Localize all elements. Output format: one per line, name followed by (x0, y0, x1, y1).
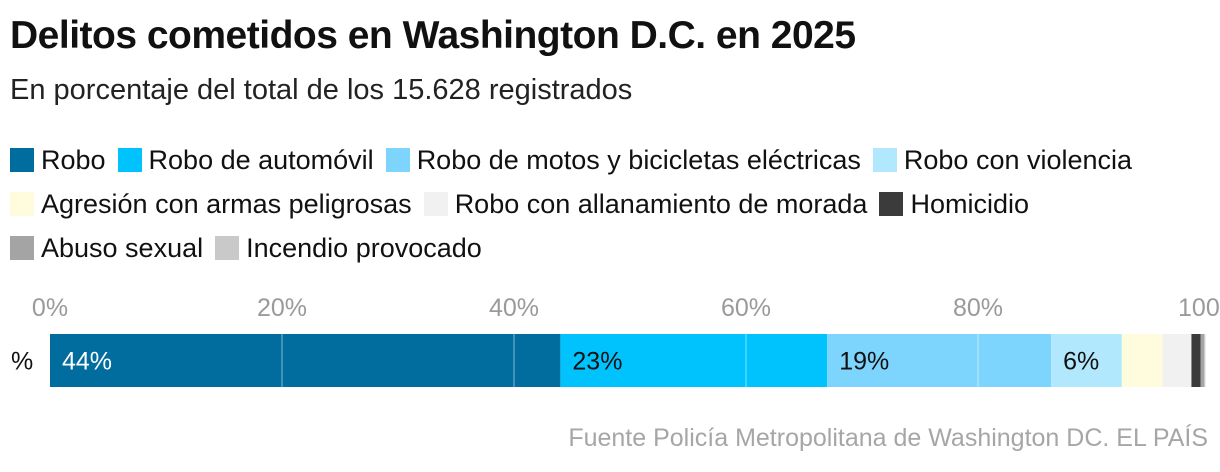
x-tick-label: 80% (953, 294, 1003, 322)
legend-item: Robo con allanamiento de morada (423, 182, 868, 226)
category-label: % (11, 348, 33, 376)
legend-label: Robo de motos y bicicletas eléctricas (416, 145, 861, 175)
legend-item: Robo (10, 138, 106, 182)
legend: Robo Robo de automóvil Robo de motos y bic… (10, 138, 1210, 270)
legend-item: Incendio provocado (215, 226, 482, 270)
legend-item: Robo de automóvil (117, 138, 374, 182)
data-label: 19% (839, 348, 889, 376)
legend-item: Robo de motos y bicicletas eléctricas (385, 138, 861, 182)
legend-label: Incendio provocado (246, 233, 482, 263)
legend-swatch (423, 192, 448, 216)
legend-label: Robo con allanamiento de morada (454, 189, 868, 219)
data-label: 6% (1063, 348, 1099, 376)
bar-segment (560, 334, 828, 387)
legend-label: Homicidio (910, 189, 1029, 219)
legend-label: Abuso sexual (41, 233, 204, 263)
bar-segment (50, 334, 561, 387)
legend-swatch (215, 236, 240, 260)
legend-swatch (385, 148, 410, 172)
legend-swatch (879, 192, 904, 216)
legend-swatch (117, 148, 142, 172)
data-label: 44% (62, 348, 112, 376)
legend-swatch (872, 148, 897, 172)
legend-label: Robo de automóvil (148, 145, 374, 175)
x-tick-label: 20% (257, 294, 307, 322)
source-note: Fuente Policía Metropolitana de Washingt… (568, 424, 1208, 452)
legend-item: Homicidio (879, 182, 1029, 226)
legend-item: Robo con violencia (872, 138, 1133, 182)
x-tick-label: 40% (489, 294, 539, 322)
bar-segment (1162, 334, 1192, 387)
bar-segment (1204, 334, 1206, 387)
bar-segment (1191, 334, 1201, 387)
bar-segment (1200, 334, 1205, 387)
chart-title: Delitos cometidos en Washington D.C. en … (10, 14, 856, 57)
x-tick-label: 60% (721, 294, 771, 322)
bar-segment (827, 334, 1052, 387)
stacked-bar-chart: 0% 20% 40% 60% 80% 100%% 44% 23% 19% 6% (11, 294, 1220, 387)
legend-swatch (10, 148, 34, 172)
bar-segment (1051, 334, 1122, 387)
legend-label: Robo (41, 145, 106, 175)
bar-segment (1121, 334, 1163, 387)
data-label: 23% (572, 348, 622, 376)
x-tick-label: 100% (1178, 294, 1220, 322)
legend-swatch (10, 236, 34, 260)
legend-item: Agresión con armas peligrosas (10, 182, 412, 226)
legend-swatch (10, 192, 34, 216)
legend-label: Agresión con armas peligrosas (41, 189, 412, 219)
legend-label: Robo con violencia (903, 145, 1133, 175)
legend-item: Abuso sexual (10, 226, 203, 270)
chart-subtitle: En porcentaje del total de los 15.628 re… (10, 74, 633, 106)
x-tick-label: 0% (32, 294, 68, 322)
